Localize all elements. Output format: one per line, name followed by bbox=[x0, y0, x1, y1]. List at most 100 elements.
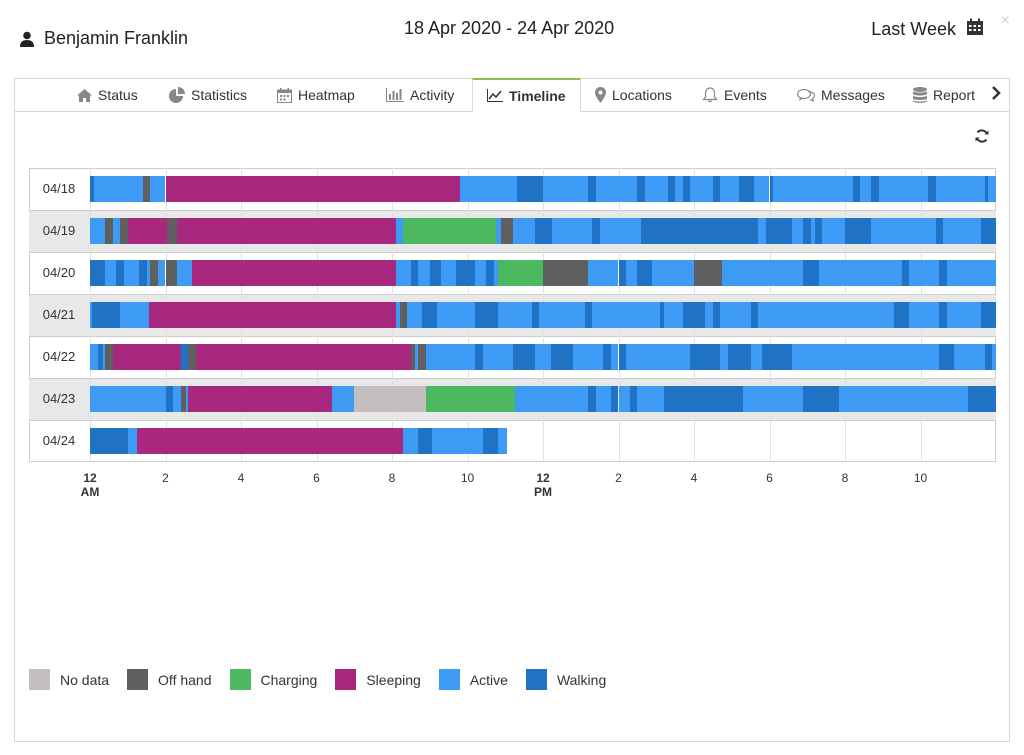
timeline-segment-walking[interactable] bbox=[765, 218, 793, 244]
timeline-segment-active[interactable] bbox=[437, 302, 476, 328]
timeline-segment-active[interactable] bbox=[663, 302, 683, 328]
timeline-segment-active[interactable] bbox=[773, 176, 853, 202]
legend-item[interactable]: Off hand bbox=[127, 669, 212, 690]
legend-item[interactable]: Active bbox=[438, 669, 508, 690]
timeline-segment-walking[interactable] bbox=[939, 260, 947, 286]
timeline-segment-active[interactable] bbox=[592, 302, 660, 328]
timeline-segment-walking[interactable] bbox=[422, 302, 438, 328]
timeline-segment-active[interactable] bbox=[720, 302, 751, 328]
timeline-segment-walking[interactable] bbox=[516, 176, 543, 202]
timeline-segment-walking[interactable] bbox=[618, 344, 627, 370]
timeline-segment-active[interactable] bbox=[588, 260, 619, 286]
timeline-segment-off-hand[interactable] bbox=[694, 260, 723, 286]
timeline-segment-no-data[interactable] bbox=[354, 386, 426, 412]
timeline-segment-walking[interactable] bbox=[682, 302, 706, 328]
timeline-segment-walking[interactable] bbox=[180, 344, 189, 370]
timeline-segment-sleeping[interactable] bbox=[148, 302, 396, 328]
timeline-segment-walking[interactable] bbox=[901, 260, 910, 286]
timeline-segment-active[interactable] bbox=[871, 218, 936, 244]
timeline-segment-active[interactable] bbox=[127, 428, 138, 454]
timeline-segment-active[interactable] bbox=[690, 176, 713, 202]
timeline-segment-active[interactable] bbox=[652, 260, 694, 286]
timeline-segment-active[interactable] bbox=[610, 344, 619, 370]
timeline-segment-off-hand[interactable] bbox=[501, 218, 513, 244]
timeline-segment-sleeping[interactable] bbox=[191, 260, 396, 286]
timeline-segment-active[interactable] bbox=[811, 218, 815, 244]
timeline-segment-active[interactable] bbox=[176, 260, 192, 286]
timeline-segment-walking[interactable] bbox=[660, 302, 664, 328]
timeline-segment-active[interactable] bbox=[552, 218, 593, 244]
timeline-segment-active[interactable] bbox=[637, 386, 664, 412]
tab-statistics[interactable]: Statistics bbox=[169, 79, 247, 111]
timeline-segment-active[interactable] bbox=[599, 218, 642, 244]
timeline-segment-active[interactable] bbox=[414, 344, 419, 370]
timeline-segment-sleeping[interactable] bbox=[176, 218, 396, 244]
timeline-segment-active[interactable] bbox=[988, 176, 996, 202]
timeline-segment-sleeping[interactable] bbox=[188, 386, 332, 412]
timeline-segment-active[interactable] bbox=[425, 344, 476, 370]
timeline-segment-active[interactable] bbox=[792, 218, 804, 244]
timeline-segment-walking[interactable] bbox=[935, 218, 944, 244]
timeline-segment-walking[interactable] bbox=[618, 260, 627, 286]
timeline-segment-active[interactable] bbox=[441, 260, 457, 286]
legend-item[interactable]: Walking bbox=[525, 669, 606, 690]
timeline-segment-walking[interactable] bbox=[610, 386, 619, 412]
timeline-segment-walking[interactable] bbox=[410, 260, 419, 286]
timeline-segment-walking[interactable] bbox=[769, 176, 774, 202]
timeline-segment-walking[interactable] bbox=[90, 428, 128, 454]
tab-heatmap[interactable]: Heatmap bbox=[277, 79, 355, 111]
timeline-segment-walking[interactable] bbox=[637, 260, 653, 286]
legend-item[interactable]: Charging bbox=[229, 669, 317, 690]
timeline-segment-active[interactable] bbox=[909, 260, 940, 286]
timeline-segment-charging[interactable] bbox=[497, 260, 543, 286]
timeline-segment-active[interactable] bbox=[720, 176, 740, 202]
timeline-segment-sleeping[interactable] bbox=[165, 176, 460, 202]
timeline-segment-active[interactable] bbox=[943, 218, 981, 244]
tab-status[interactable]: Status bbox=[77, 79, 138, 111]
timeline-segment-off-hand[interactable] bbox=[105, 344, 113, 370]
timeline-segment-charging[interactable] bbox=[425, 386, 515, 412]
timeline-segment-walking[interactable] bbox=[852, 176, 861, 202]
timeline-segment-active[interactable] bbox=[758, 302, 895, 328]
timeline-segment-active[interactable] bbox=[644, 176, 668, 202]
timeline-segment-sleeping[interactable] bbox=[137, 428, 404, 454]
timeline-segment-active[interactable] bbox=[105, 260, 117, 286]
timeline-segment-active[interactable] bbox=[475, 260, 487, 286]
tab-report[interactable]: Report bbox=[913, 79, 975, 111]
timeline-segment-active[interactable] bbox=[954, 344, 985, 370]
timeline-segment-active[interactable] bbox=[946, 260, 996, 286]
timeline-segment-off-hand[interactable] bbox=[188, 344, 196, 370]
timeline-segment-active[interactable] bbox=[675, 176, 683, 202]
timeline-segment-active[interactable] bbox=[626, 260, 638, 286]
timeline-segment-walking[interactable] bbox=[984, 176, 989, 202]
timeline-segment-active[interactable] bbox=[90, 386, 166, 412]
timeline-segment-active[interactable] bbox=[403, 428, 419, 454]
tab-messages[interactable]: Messages bbox=[797, 79, 885, 111]
timeline-segment-walking[interactable] bbox=[712, 302, 721, 328]
timeline-segment-charging[interactable] bbox=[403, 218, 496, 244]
period-selector[interactable]: Last Week bbox=[871, 18, 984, 41]
timeline-segment-sleeping[interactable] bbox=[112, 344, 181, 370]
timeline-segment-walking[interactable] bbox=[429, 260, 442, 286]
timeline-segment-active[interactable] bbox=[146, 260, 151, 286]
timeline-segment-active[interactable] bbox=[792, 344, 940, 370]
timeline-segment-active[interactable] bbox=[123, 260, 140, 286]
timeline-segment-active[interactable] bbox=[431, 428, 483, 454]
timeline-segment-active[interactable] bbox=[878, 176, 929, 202]
timeline-segment-active[interactable] bbox=[539, 302, 585, 328]
timeline-segment-walking[interactable] bbox=[456, 260, 476, 286]
timeline-segment-active[interactable] bbox=[743, 386, 804, 412]
timeline-segment-walking[interactable] bbox=[629, 386, 638, 412]
timeline-segment-off-hand[interactable] bbox=[165, 260, 177, 286]
refresh-icon[interactable] bbox=[975, 129, 989, 148]
timeline-segment-walking[interactable] bbox=[894, 302, 910, 328]
timeline-segment-active[interactable] bbox=[407, 302, 423, 328]
timeline-segment-walking[interactable] bbox=[967, 386, 996, 412]
timeline-segment-walking[interactable] bbox=[803, 218, 812, 244]
timeline-segment-walking[interactable] bbox=[939, 344, 955, 370]
timeline-segment-walking[interactable] bbox=[845, 218, 872, 244]
timeline-segment-active[interactable] bbox=[497, 302, 532, 328]
timeline-segment-walking[interactable] bbox=[814, 218, 823, 244]
timeline-segment-active[interactable] bbox=[514, 386, 589, 412]
timeline-segment-active[interactable] bbox=[90, 344, 98, 370]
